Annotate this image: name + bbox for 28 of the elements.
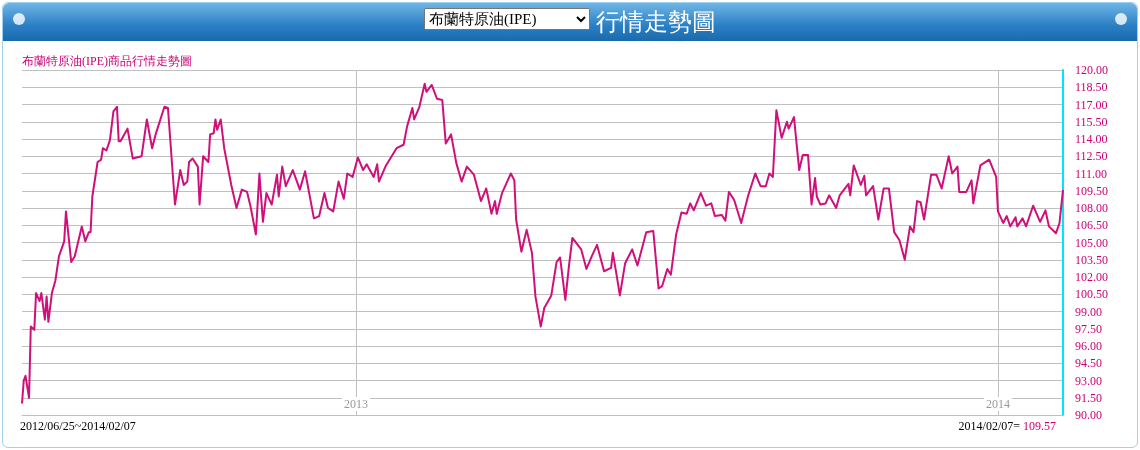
y-tick-label: 115.50 bbox=[1075, 114, 1108, 129]
y-tick-label: 97.50 bbox=[1075, 321, 1102, 336]
y-tick-label: 108.00 bbox=[1075, 201, 1108, 215]
text: 2012/06/25~2014/02/07 bbox=[20, 419, 136, 434]
y-tick-label: 118.50 bbox=[1075, 80, 1108, 95]
chart-subtitle: 布蘭特原油(IPE)商品行情走勢圖 bbox=[22, 53, 192, 70]
y-tick-label: 105.00 bbox=[1075, 235, 1108, 250]
y-tick-label: 103.50 bbox=[1075, 252, 1108, 267]
y-tick-label: 111.00 bbox=[1075, 166, 1108, 181]
y-tick-label: 93.00 bbox=[1075, 373, 1102, 388]
y-tick-label: 114.00 bbox=[1075, 132, 1108, 146]
y-tick-label: 90.00 bbox=[1075, 408, 1102, 422]
y-tick-label: 96.00 bbox=[1075, 339, 1102, 353]
y-tick-label: 91.50 bbox=[1075, 390, 1102, 405]
y-tick-label: 94.50 bbox=[1075, 356, 1102, 371]
y-tick-label: 112.50 bbox=[1075, 149, 1108, 164]
dropdown-menu: 布蘭特原油(IPE) bbox=[424, 8, 590, 30]
y-tick-label: 102.00 bbox=[1075, 270, 1108, 284]
y-tick-label: 106.50 bbox=[1075, 218, 1108, 233]
y-tick-label: 120.00 bbox=[1075, 63, 1108, 77]
x-tick-label: 2013 bbox=[344, 397, 369, 411]
y-tick-label: 109.50 bbox=[1075, 183, 1108, 198]
y-tick-label: 117.00 bbox=[1075, 97, 1108, 112]
y-tick-label: 100.50 bbox=[1075, 287, 1108, 302]
chart-title: 行情走勢圖 bbox=[596, 9, 716, 35]
text: 2014/02/07= 109.57 bbox=[958, 419, 1056, 434]
x-tick-label: 2014 bbox=[985, 397, 1010, 411]
y-tick-label: 99.00 bbox=[1075, 304, 1102, 319]
